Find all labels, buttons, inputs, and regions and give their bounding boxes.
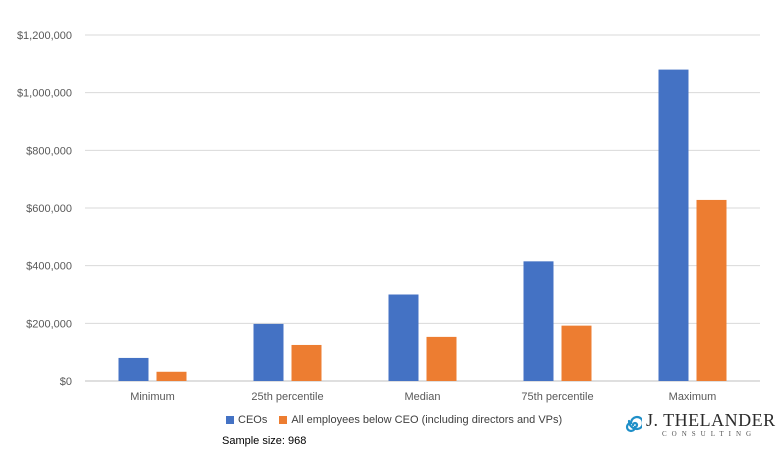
bar-ceos xyxy=(658,69,689,381)
logo-name: J. THELANDER xyxy=(646,410,776,430)
legend-swatch-ceos xyxy=(226,416,234,424)
bars xyxy=(118,69,727,381)
spiral-icon xyxy=(625,415,642,432)
y-tick-label: $200,000 xyxy=(26,318,72,330)
bar-chart: $0 $200,000 $400,000 $600,000 $800,000 $1,000… xyxy=(17,30,760,403)
bar-employees xyxy=(561,325,592,381)
bar-employees xyxy=(291,344,322,381)
y-axis-tick-labels: $0 $200,000 $400,000 $600,000 $800,000 $1,000… xyxy=(17,30,72,388)
logo-subtitle: CONSULTING xyxy=(662,430,757,438)
bar-employees xyxy=(426,336,457,381)
gridlines xyxy=(85,34,760,382)
x-tick-label: 25th percentile xyxy=(251,391,323,403)
legend-item-employees: All employees below CEO (including direc… xyxy=(279,414,562,426)
x-tick-label: 75th percentile xyxy=(521,391,593,403)
x-tick-label: Median xyxy=(404,391,440,403)
legend: CEOs All employees below CEO (including … xyxy=(226,414,574,426)
bar-ceos xyxy=(118,357,149,381)
company-logo: J. THELANDER CONSULTING xyxy=(624,411,776,438)
legend-item-ceos: CEOs xyxy=(226,414,267,426)
bar-employees xyxy=(696,199,727,381)
bar-ceos xyxy=(523,261,554,381)
y-tick-label: $0 xyxy=(60,376,72,388)
x-tick-label: Maximum xyxy=(669,391,717,403)
legend-label-employees: All employees below CEO (including direc… xyxy=(291,414,563,426)
y-tick-label: $1,000,000 xyxy=(17,88,72,100)
bar-ceos xyxy=(253,323,284,381)
y-tick-label: $1,200,000 xyxy=(17,30,72,42)
sample-size-note: Sample size: 968 xyxy=(222,435,307,447)
bar-ceos xyxy=(388,294,419,381)
y-tick-label: $800,000 xyxy=(26,145,72,157)
x-axis-tick-labels: Minimum 25th percentile Median 75th percent… xyxy=(130,391,716,403)
y-tick-label: $400,000 xyxy=(26,261,72,273)
y-tick-label: $600,000 xyxy=(26,203,72,215)
bar-employees xyxy=(156,371,187,381)
legend-swatch-employees xyxy=(279,416,288,424)
x-tick-label: Minimum xyxy=(130,391,175,403)
legend-label-ceos: CEOs xyxy=(238,414,268,426)
